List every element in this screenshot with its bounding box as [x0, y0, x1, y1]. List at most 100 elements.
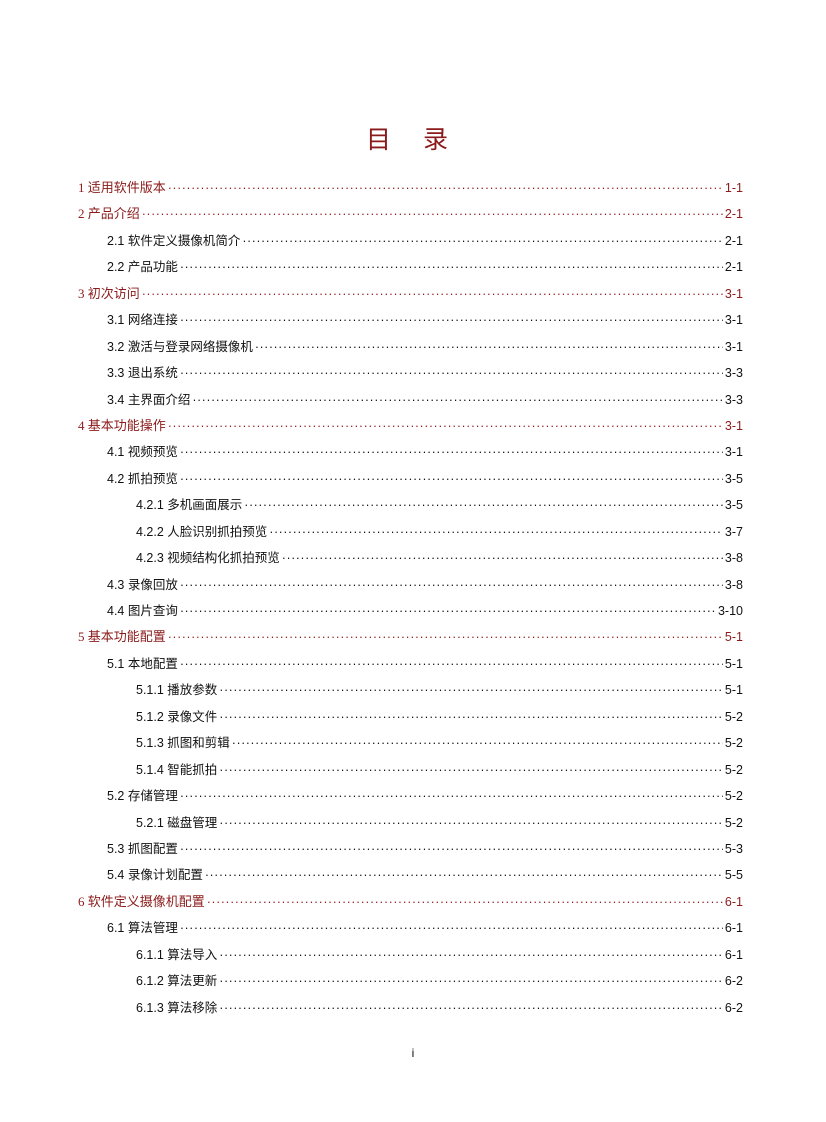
toc-entry-page[interactable]: 3-1 — [724, 313, 743, 328]
toc-entry[interactable]: 3 初次访问 3-1 — [78, 284, 743, 310]
toc-entry[interactable]: 2 产品介绍 2-1 — [78, 204, 743, 230]
toc-entry[interactable]: 5.2.1 磁盘管理 5-2 — [78, 813, 743, 839]
toc-entry-page[interactable]: 3-3 — [724, 392, 743, 407]
toc-entry-page[interactable]: 5-1 — [724, 630, 743, 645]
toc-entry-label[interactable]: 5.1.3 抓图和剪辑 — [136, 736, 230, 751]
toc-entry-page[interactable]: 3-1 — [724, 418, 743, 433]
toc-entry-label[interactable]: 4.2.2 人脸识别抓拍预览 — [136, 524, 268, 539]
toc-entry-page[interactable]: 3-1 — [724, 445, 743, 460]
toc-entry[interactable]: 4.1 视频预览 3-1 — [78, 442, 743, 468]
toc-entry[interactable]: 4.2.2 人脸识别抓拍预览 3-7 — [78, 522, 743, 548]
toc-entry-label[interactable]: 3.2 激活与登录网络摄像机 — [107, 339, 253, 354]
toc-entry-page[interactable]: 6-1 — [724, 947, 743, 962]
toc-entry-page[interactable]: 3-7 — [724, 524, 743, 539]
toc-entry[interactable]: 3.4 主界面介绍 3-3 — [78, 390, 743, 416]
dot-leader — [205, 865, 723, 885]
toc-entry-page[interactable]: 3-1 — [724, 339, 743, 354]
dot-leader — [168, 627, 723, 647]
toc-entry-label[interactable]: 2 产品介绍 — [78, 206, 140, 222]
toc-entry[interactable]: 4.2.3 视频结构化抓拍预览 3-8 — [78, 548, 743, 574]
toc-entry[interactable]: 4.2.1 多机画面展示 3-5 — [78, 495, 743, 521]
toc-entry-page[interactable]: 5-5 — [724, 868, 743, 883]
toc-entry[interactable]: 6.1.1 算法导入 6-1 — [78, 945, 743, 971]
toc-entry[interactable]: 1 适用软件版本 1-1 — [78, 178, 743, 204]
toc-entry-label[interactable]: 5.4 录像计划配置 — [107, 868, 203, 883]
toc-entry[interactable]: 6.1 算法管理 6-1 — [78, 918, 743, 944]
toc-entry-page[interactable]: 3-8 — [724, 577, 743, 592]
toc-entry-page[interactable]: 3-1 — [724, 286, 743, 301]
toc-entry[interactable]: 5.2 存储管理 5-2 — [78, 786, 743, 812]
toc-entry[interactable]: 4.2 抓拍预览 3-5 — [78, 469, 743, 495]
toc-entry-page[interactable]: 5-1 — [724, 683, 743, 698]
dot-leader — [232, 733, 723, 753]
toc-entry-label[interactable]: 4.2.3 视频结构化抓拍预览 — [136, 551, 280, 566]
toc-entry-page[interactable]: 3-3 — [724, 366, 743, 381]
toc-entry[interactable]: 5.1.1 播放参数 5-1 — [78, 680, 743, 706]
toc-entry-label[interactable]: 4.2 抓拍预览 — [107, 471, 178, 486]
toc-entry-page[interactable]: 2-1 — [724, 260, 743, 275]
toc-entry-label[interactable]: 6.1.1 算法导入 — [136, 947, 218, 962]
toc-entry-page[interactable]: 3-5 — [724, 471, 743, 486]
toc-entry-label[interactable]: 2.2 产品功能 — [107, 260, 178, 275]
toc-entry-page[interactable]: 6-2 — [724, 974, 743, 989]
toc-entry[interactable]: 5.1.2 录像文件 5-2 — [78, 707, 743, 733]
toc-entry[interactable]: 3.3 退出系统 3-3 — [78, 363, 743, 389]
toc-entry[interactable]: 3.2 激活与登录网络摄像机 3-1 — [78, 337, 743, 363]
toc-entry-page[interactable]: 2-1 — [724, 233, 743, 248]
toc-entry-label[interactable]: 6.1.3 算法移除 — [136, 1000, 218, 1015]
toc-entry-label[interactable]: 4 基本功能操作 — [78, 417, 166, 433]
toc-entry[interactable]: 5.3 抓图配置 5-3 — [78, 839, 743, 865]
toc-entry-label[interactable]: 3 初次访问 — [78, 285, 140, 301]
toc-entry-page[interactable]: 5-2 — [724, 815, 743, 830]
toc-entry[interactable]: 2.2 产品功能 2-1 — [78, 257, 743, 283]
toc-entry-page[interactable]: 3-8 — [724, 551, 743, 566]
toc-entry-label[interactable]: 5.1 本地配置 — [107, 656, 178, 671]
dot-leader — [242, 231, 723, 251]
toc-entry-page[interactable]: 6-1 — [724, 894, 743, 909]
toc-entry-page[interactable]: 5-2 — [724, 736, 743, 751]
toc-entry-page[interactable]: 3-10 — [717, 604, 743, 618]
toc-entry-page[interactable]: 3-5 — [724, 498, 743, 513]
toc-entry-page[interactable]: 5-2 — [724, 709, 743, 724]
toc-entry-page[interactable]: 1-1 — [724, 181, 743, 195]
toc-entry-label[interactable]: 4.4 图片查询 — [107, 604, 178, 618]
toc-entry-page[interactable]: 2-1 — [724, 207, 743, 222]
toc-entry[interactable]: 6.1.2 算法更新 6-2 — [78, 971, 743, 997]
toc-entry-page[interactable]: 5-2 — [724, 762, 743, 777]
toc-entry[interactable]: 3.1 网络连接 3-1 — [78, 310, 743, 336]
toc-entry[interactable]: 4 基本功能操作 3-1 — [78, 416, 743, 442]
toc-entry-label[interactable]: 3.1 网络连接 — [107, 313, 178, 328]
toc-entry-page[interactable]: 5-2 — [724, 789, 743, 804]
toc-entry-label[interactable]: 5.2 存储管理 — [107, 789, 178, 804]
toc-entry[interactable]: 6.1.3 算法移除 6-2 — [78, 998, 743, 1024]
toc-entry-page[interactable]: 6-2 — [724, 1000, 743, 1015]
toc-entry[interactable]: 5.4 录像计划配置 5-5 — [78, 865, 743, 891]
toc-entry-label[interactable]: 6 软件定义摄像机配置 — [78, 893, 205, 909]
toc-entry-label[interactable]: 5.1.1 播放参数 — [136, 683, 218, 698]
toc-entry-page[interactable]: 5-1 — [724, 656, 743, 671]
toc-entry-label[interactable]: 5.1.4 智能抓拍 — [136, 762, 218, 777]
toc-entry-label[interactable]: 6.1.2 算法更新 — [136, 974, 218, 989]
toc-entry-page[interactable]: 5-3 — [724, 841, 743, 856]
toc-entry[interactable]: 4.4 图片查询 3-10 — [78, 601, 743, 627]
toc-entry[interactable]: 2.1 软件定义摄像机简介 2-1 — [78, 231, 743, 257]
toc-entry-label[interactable]: 5 基本功能配置 — [78, 629, 166, 645]
toc-entry[interactable]: 6 软件定义摄像机配置 6-1 — [78, 892, 743, 918]
toc-entry-label[interactable]: 5.3 抓图配置 — [107, 841, 178, 856]
toc-entry-label[interactable]: 3.3 退出系统 — [107, 366, 178, 381]
toc-entry-label[interactable]: 2.1 软件定义摄像机简介 — [107, 233, 241, 248]
toc-entry-label[interactable]: 1 适用软件版本 — [78, 180, 166, 195]
toc-entry-page[interactable]: 6-1 — [724, 921, 743, 936]
toc-entry-label[interactable]: 5.2.1 磁盘管理 — [136, 815, 218, 830]
toc-entry-label[interactable]: 4.1 视频预览 — [107, 445, 178, 460]
toc-entry-label[interactable]: 3.4 主界面介绍 — [107, 392, 191, 407]
toc-entry-label[interactable]: 5.1.2 录像文件 — [136, 709, 218, 724]
toc-entry-label[interactable]: 6.1 算法管理 — [107, 921, 178, 936]
toc-entry[interactable]: 4.3 录像回放 3-8 — [78, 575, 743, 601]
toc-entry[interactable]: 5.1 本地配置 5-1 — [78, 654, 743, 680]
toc-entry[interactable]: 5.1.3 抓图和剪辑 5-2 — [78, 733, 743, 759]
toc-entry-label[interactable]: 4.2.1 多机画面展示 — [136, 498, 243, 513]
toc-entry[interactable]: 5.1.4 智能抓拍 5-2 — [78, 760, 743, 786]
toc-entry-label[interactable]: 4.3 录像回放 — [107, 577, 178, 592]
toc-entry[interactable]: 5 基本功能配置 5-1 — [78, 627, 743, 653]
